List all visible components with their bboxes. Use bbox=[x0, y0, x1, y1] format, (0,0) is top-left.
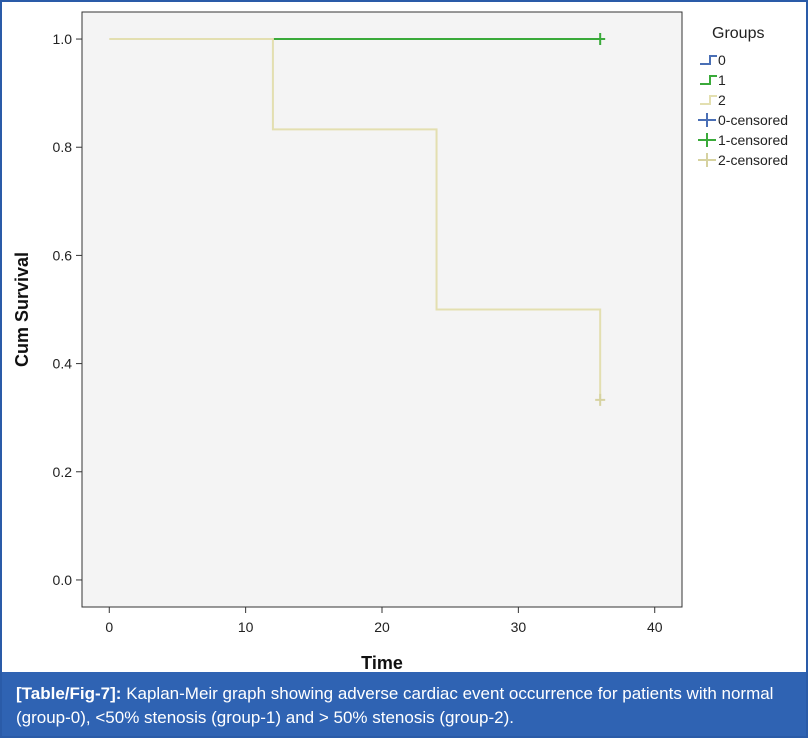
series-line-group-2 bbox=[109, 38, 602, 400]
x-tick-label: 30 bbox=[511, 619, 527, 635]
legend-swatch-group-2 bbox=[700, 95, 717, 105]
legend-swatch-group-0 bbox=[700, 55, 717, 65]
y-tick-label: 0.2 bbox=[53, 464, 73, 480]
x-tick-label: 10 bbox=[238, 619, 254, 635]
y-tick-label: 0.6 bbox=[53, 247, 73, 263]
legend-label-2-censored: 2-censored bbox=[718, 152, 788, 168]
y-tick-label: 1.0 bbox=[53, 31, 73, 47]
caption-label: [Table/Fig-7]: bbox=[16, 684, 122, 703]
legend-swatch-0-censored bbox=[698, 113, 716, 127]
y-tick-label: 0.4 bbox=[53, 356, 73, 372]
censored-marker-2-censored bbox=[595, 393, 606, 406]
x-tick-label: 20 bbox=[374, 619, 390, 635]
caption-text: Kaplan-Meir graph showing adverse cardia… bbox=[16, 684, 774, 727]
legend-label-0-censored: 0-censored bbox=[718, 112, 788, 128]
x-axis-title: Time bbox=[361, 653, 403, 672]
figure-caption: [Table/Fig-7]: Kaplan-Meir graph showing… bbox=[2, 672, 806, 736]
legend-label-group-0: 0 bbox=[718, 52, 726, 68]
legend-title: Groups bbox=[712, 25, 764, 42]
legend-label-1-censored: 1-censored bbox=[718, 132, 788, 148]
legend-label-group-1: 1 bbox=[718, 72, 726, 88]
y-tick-label: 0.0 bbox=[53, 572, 73, 588]
x-tick-label: 40 bbox=[647, 619, 663, 635]
legend-swatch-group-1 bbox=[700, 75, 717, 85]
y-tick-label: 0.8 bbox=[53, 139, 73, 155]
legend-swatch-2-censored bbox=[698, 153, 716, 167]
legend-swatch-1-censored bbox=[698, 133, 716, 147]
x-tick-label: 0 bbox=[105, 619, 113, 635]
y-axis-title: Cum Survival bbox=[12, 252, 32, 367]
censored-marker-1-censored bbox=[595, 33, 606, 46]
legend-label-group-2: 2 bbox=[718, 92, 726, 108]
